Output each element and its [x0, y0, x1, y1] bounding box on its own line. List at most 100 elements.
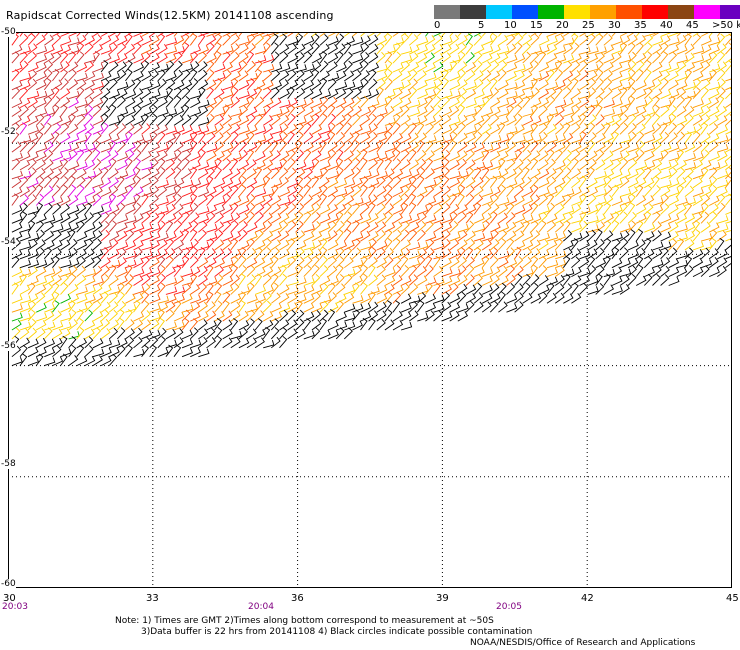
wind-barb	[295, 230, 306, 242]
wind-barb	[133, 311, 145, 322]
wind-barb	[60, 282, 69, 295]
wind-barb	[360, 221, 371, 233]
wind-barb	[92, 338, 104, 349]
wind-barb	[571, 42, 580, 55]
wind-barb	[230, 256, 239, 269]
wind-barb	[408, 32, 414, 37]
wind-barb	[668, 187, 680, 198]
wind-barb	[392, 158, 402, 171]
wind-barb	[133, 327, 143, 340]
wind-barb	[490, 186, 501, 198]
wind-barb	[473, 51, 483, 64]
wind-barb	[522, 176, 532, 189]
wind-barb	[230, 51, 240, 64]
wind-barb	[335, 327, 345, 340]
wind-barb	[587, 186, 599, 198]
wind-barb	[384, 300, 393, 313]
wind-barb	[441, 248, 452, 260]
wind-barb	[408, 69, 418, 82]
wind-barb	[198, 319, 208, 331]
credit-line: NOAA/NESDIS/Office of Research and Appli…	[470, 638, 696, 648]
legend-label: 40	[660, 20, 673, 31]
wind-barb	[408, 193, 417, 206]
wind-barb	[287, 113, 296, 126]
wind-barb	[392, 168, 404, 180]
wind-barb	[100, 291, 109, 304]
wind-barb	[327, 149, 337, 162]
wind-barb	[344, 32, 352, 37]
wind-barb	[157, 206, 169, 215]
wind-barb	[52, 356, 64, 367]
wind-map-plot[interactable]	[8, 32, 732, 588]
wind-barb	[271, 97, 282, 108]
wind-barb	[514, 283, 524, 295]
wind-barb	[157, 309, 165, 322]
wind-barb	[400, 46, 413, 55]
wind-barb	[546, 202, 556, 215]
wind-barb	[441, 77, 450, 91]
wind-barb	[279, 123, 289, 135]
wind-barb	[417, 45, 429, 55]
wind-barb	[295, 69, 305, 82]
wind-barb	[676, 204, 687, 215]
wind-barb	[611, 152, 623, 162]
wind-barb	[270, 247, 280, 260]
wind-barb	[384, 157, 393, 171]
wind-barb	[408, 52, 419, 64]
wind-barb	[627, 131, 637, 144]
wind-barb	[473, 246, 482, 260]
wind-barb	[481, 95, 491, 108]
wind-barb	[360, 250, 372, 260]
wind-barb	[100, 339, 112, 349]
wind-barb	[506, 43, 517, 55]
wind-barb	[109, 339, 121, 349]
wind-barb	[246, 328, 257, 340]
legend-swatch	[434, 5, 460, 19]
wind-barb	[238, 310, 249, 322]
wind-barb	[352, 158, 361, 171]
wind-barb	[627, 229, 636, 242]
wind-barb	[449, 71, 461, 82]
legend-label: 15	[530, 20, 543, 31]
wind-barb	[579, 211, 587, 224]
wind-barb	[482, 45, 494, 55]
wind-barb	[206, 60, 215, 73]
wind-barb	[222, 32, 234, 37]
wind-barb	[327, 230, 338, 242]
wind-barb	[392, 265, 402, 277]
wind-barb	[554, 105, 565, 117]
wind-barb	[133, 123, 143, 135]
wind-barb	[270, 33, 279, 46]
wind-barb	[425, 122, 435, 135]
wind-barb	[27, 327, 38, 340]
wind-barb	[133, 240, 144, 251]
wind-barb	[660, 117, 672, 126]
wind-barb	[11, 357, 23, 367]
wind-barb	[587, 229, 597, 242]
wind-barb	[271, 134, 283, 144]
wind-barb	[206, 232, 218, 242]
wind-barb	[425, 214, 437, 224]
wind-barb	[214, 258, 226, 269]
wind-barb	[173, 264, 182, 277]
wind-barb	[546, 135, 559, 144]
wind-barb	[76, 294, 88, 304]
wind-barb	[433, 266, 444, 277]
wind-barb	[725, 97, 732, 108]
wind-barb	[473, 115, 485, 126]
wind-barb	[92, 348, 105, 358]
wind-barb	[473, 151, 485, 162]
wind-barb	[141, 113, 149, 126]
wind-barb	[319, 60, 329, 73]
wind-barb	[295, 140, 303, 153]
wind-barb	[344, 87, 354, 100]
wind-barb	[271, 292, 281, 304]
wind-barb	[489, 32, 494, 37]
wind-barb	[36, 90, 48, 100]
wind-barb	[571, 60, 581, 73]
wind-barb	[416, 140, 425, 153]
wind-barb	[587, 177, 598, 189]
wind-barb	[684, 202, 693, 215]
wind-barb	[457, 158, 467, 171]
wind-barb	[165, 309, 175, 322]
